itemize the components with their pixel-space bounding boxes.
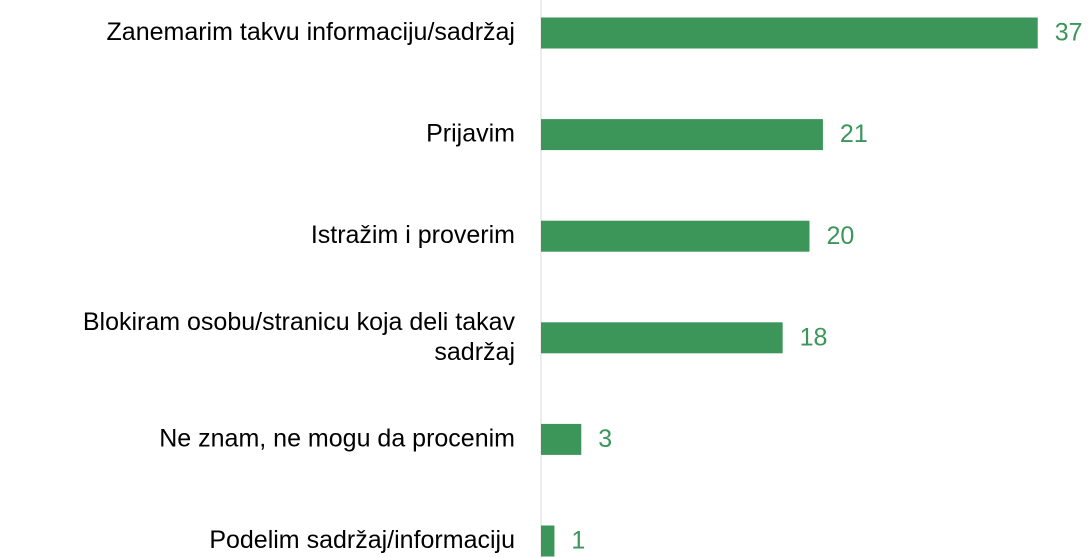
category-label: Podelim sadržaj/informaciju (209, 526, 515, 554)
category-label: Blokiram osobu/stranicu koja deli takav s… (83, 307, 516, 365)
bar (541, 423, 582, 455)
value-label: 3 (598, 425, 612, 453)
category-label: Zanemarim takvu informaciju/sadržaj (107, 18, 515, 46)
value-label: 18 (800, 323, 828, 351)
value-label: 1 (571, 527, 585, 555)
value-label: 21 (840, 120, 868, 148)
category-label-line: Istražim i proverim (311, 221, 515, 249)
category-label-line: Zanemarim takvu informaciju/sadržaj (107, 18, 515, 46)
category-label-line: Podelim sadržaj/informaciju (209, 526, 515, 554)
bar (541, 525, 555, 557)
bar (541, 17, 1038, 49)
value-label: 37 (1055, 19, 1083, 47)
category-label: Prijavim (426, 119, 515, 147)
bar (541, 322, 783, 354)
bar (541, 220, 810, 252)
category-label: Ne znam, ne mogu da procenim (159, 424, 515, 452)
category-label-line: Prijavim (426, 119, 515, 147)
bar (541, 119, 823, 151)
category-label-line: sadržaj (434, 337, 515, 365)
category-label: Istražim i proverim (311, 221, 515, 249)
category-label-line: Ne znam, ne mogu da procenim (159, 424, 515, 452)
category-label-line: Blokiram osobu/stranicu koja deli takav (83, 307, 516, 335)
value-label: 20 (827, 222, 855, 250)
